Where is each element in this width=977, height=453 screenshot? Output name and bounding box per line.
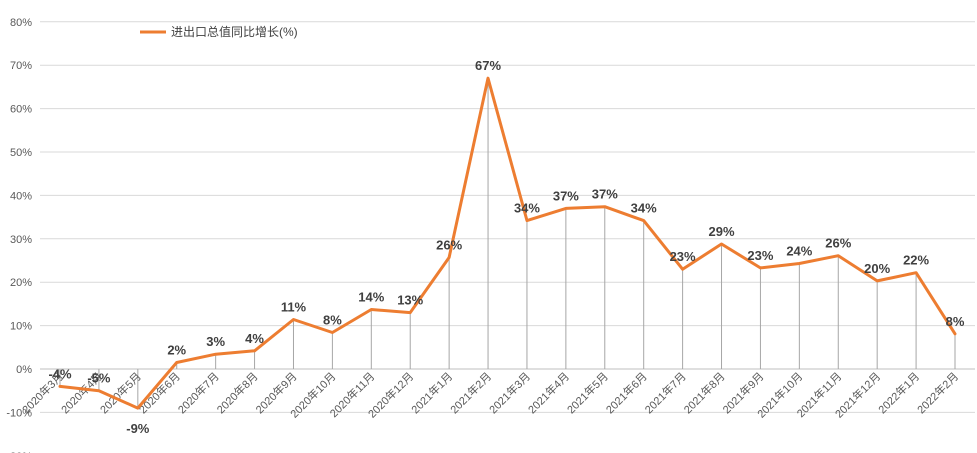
y-tick-label: -20% bbox=[6, 451, 32, 453]
data-label: 34% bbox=[514, 201, 540, 216]
data-label: 11% bbox=[281, 300, 307, 315]
y-tick-label: 70% bbox=[10, 60, 32, 72]
data-label: 2% bbox=[167, 342, 186, 357]
y-tick-label: 10% bbox=[10, 321, 32, 333]
y-tick-label: 60% bbox=[10, 104, 32, 116]
x-tick-label: 2020年7月 bbox=[175, 369, 222, 416]
y-tick-label: -10% bbox=[6, 407, 32, 419]
data-label: 67% bbox=[475, 58, 501, 73]
x-axis-ticks: 2020年3月2020年4月2020年5月2020年6月2020年7月2020年… bbox=[19, 369, 961, 420]
data-label: 34% bbox=[631, 201, 657, 216]
x-tick-label: 2021年3月 bbox=[486, 369, 533, 416]
legend-label: 进出口总值同比增长(%) bbox=[171, 24, 298, 39]
x-tick-label: 2021年1月 bbox=[408, 369, 455, 416]
y-tick-label: 80% bbox=[10, 17, 32, 29]
data-label: 26% bbox=[825, 236, 851, 251]
data-label: 37% bbox=[553, 188, 579, 203]
data-label: -9% bbox=[126, 421, 150, 436]
gridlines bbox=[40, 21, 975, 413]
data-label: 14% bbox=[358, 290, 384, 305]
data-label: 13% bbox=[397, 293, 423, 308]
x-tick-label: 2022年2月 bbox=[914, 369, 961, 416]
series-line bbox=[58, 76, 957, 410]
x-tick-label: 2021年2月 bbox=[447, 369, 494, 416]
data-label: 23% bbox=[670, 249, 696, 264]
data-label: -5% bbox=[87, 371, 111, 386]
x-tick-label: 2021年4月 bbox=[525, 369, 572, 416]
y-tick-label: 0% bbox=[16, 364, 32, 376]
x-tick-label: 2021年6月 bbox=[603, 369, 650, 416]
x-tick-label: 2020年6月 bbox=[136, 369, 183, 416]
data-label: 24% bbox=[786, 244, 812, 259]
y-tick-label: 40% bbox=[10, 190, 32, 202]
data-labels: -4% -5% -9% 2% 3% 4% 11% 8% 14% 13% 26% 67% 34% 37% 37… bbox=[48, 58, 964, 436]
legend: 进出口总值同比增长(%) bbox=[140, 24, 298, 39]
y-tick-label: 30% bbox=[10, 234, 32, 246]
data-label: 22% bbox=[903, 253, 929, 268]
drop-lines bbox=[59, 78, 956, 409]
data-label: -4% bbox=[48, 366, 72, 381]
y-tick-label: 20% bbox=[10, 277, 32, 289]
data-label: 4% bbox=[245, 331, 264, 346]
x-tick-label: 2020年8月 bbox=[214, 369, 261, 416]
x-tick-label: 2021年7月 bbox=[642, 369, 689, 416]
x-tick-label: 2022年1月 bbox=[875, 369, 922, 416]
data-label: 26% bbox=[436, 237, 462, 252]
x-tick-label: 2021年5月 bbox=[564, 369, 611, 416]
data-label: 3% bbox=[206, 334, 225, 349]
data-label: 20% bbox=[864, 261, 890, 276]
data-label: 8% bbox=[323, 313, 342, 328]
x-tick-label: 2021年8月 bbox=[681, 369, 728, 416]
data-label: 8% bbox=[946, 314, 965, 329]
data-label: 29% bbox=[709, 224, 735, 239]
y-tick-label: 50% bbox=[10, 147, 32, 159]
data-label: 37% bbox=[592, 187, 618, 202]
data-label: 23% bbox=[747, 248, 773, 263]
y-axis-ticks: -20% -10% 0% 10% 20% 30% 40% 50% 60% 70% 80% bbox=[6, 17, 32, 453]
